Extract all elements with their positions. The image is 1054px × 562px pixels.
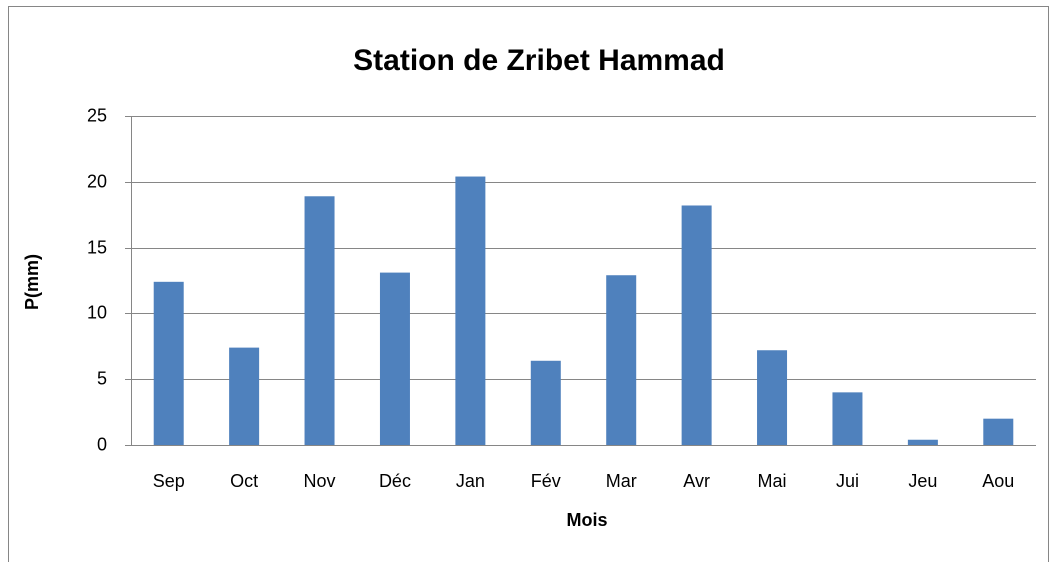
bar [832,392,863,445]
bar [455,176,486,445]
bar [153,281,184,445]
bar [681,205,712,445]
x-tick-label: Jui [836,471,859,491]
bar [606,275,637,445]
bar [379,272,410,445]
y-tick-label: 15 [87,237,107,257]
y-tick-label: 0 [97,434,107,454]
y-tick-label: 5 [97,368,107,388]
y-tick-label: 10 [87,302,107,322]
bar [907,439,938,445]
bar [983,418,1014,445]
x-tick-label: Nov [304,471,336,491]
x-tick-label: Sep [153,471,185,491]
chart-title: Station de Zribet Hammad [353,44,725,77]
x-tick-label: Fév [531,471,561,491]
x-tick-label: Mai [758,471,787,491]
x-tick-label: Jeu [908,471,937,491]
bar [757,350,788,445]
x-axis-label: Mois [566,510,607,530]
bar [530,360,561,445]
y-tick-label: 20 [87,171,107,191]
x-tick-label: Déc [379,471,411,491]
bar [229,347,260,445]
bar [304,196,335,445]
x-tick-label: Aou [982,471,1014,491]
x-tick-label: Jan [456,471,485,491]
y-tick-label: 25 [87,105,107,125]
y-axis-label: P(mm) [22,254,42,310]
x-tick-label: Avr [683,471,710,491]
x-tick-label: Mar [606,471,637,491]
x-tick-label: Oct [230,471,258,491]
